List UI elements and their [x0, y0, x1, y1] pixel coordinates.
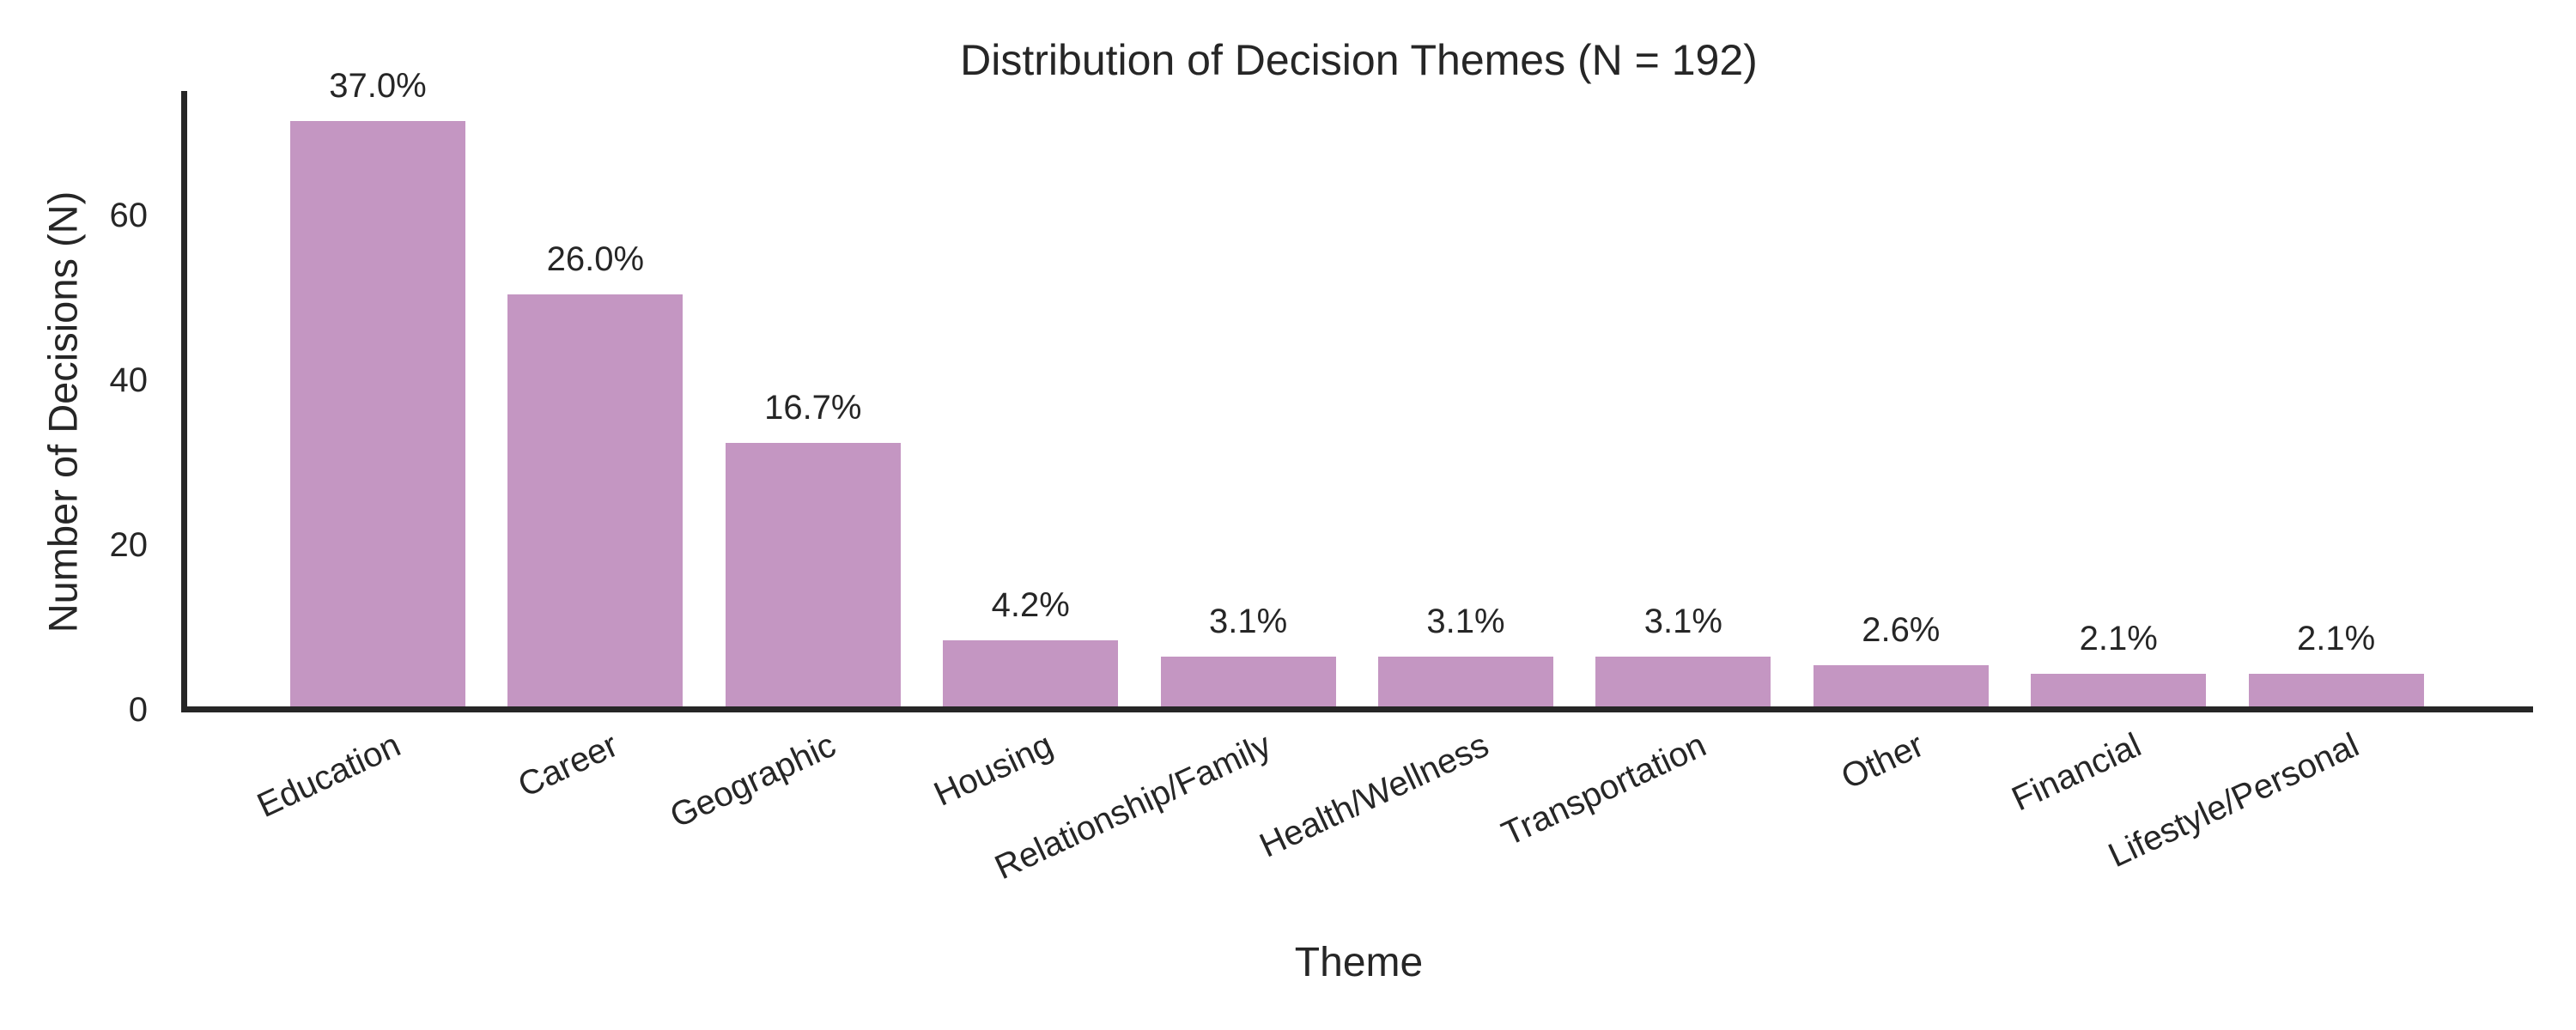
bar-value-label: 37.0% — [329, 67, 427, 105]
bar — [2031, 674, 2207, 706]
y-axis-line — [181, 91, 187, 712]
y-tick-label: 60 — [109, 197, 149, 234]
y-tick-label: 20 — [109, 526, 149, 564]
x-axis-line — [181, 706, 2533, 712]
bar — [1813, 665, 1989, 706]
x-tick-label: Career — [513, 725, 624, 805]
x-tick-label: Housing — [928, 725, 1060, 814]
bar — [2248, 674, 2424, 706]
bar-value-label: 3.1% — [1426, 603, 1505, 640]
x-tick-label: Other — [1835, 725, 1929, 797]
bar-value-label: 2.1% — [2297, 620, 2376, 657]
x-tick-label: Education — [252, 725, 407, 825]
x-tick-label: Transportation — [1496, 725, 1712, 854]
bar-value-label: 3.1% — [1209, 603, 1288, 640]
bar — [1595, 657, 1771, 706]
chart-title: Distribution of Decision Themes (N = 192… — [960, 36, 1758, 84]
x-tick-label: Health/Wellness — [1254, 725, 1495, 865]
y-axis-label: Number of Decisions (N) — [39, 191, 86, 633]
bar — [725, 443, 901, 706]
bar — [1160, 657, 1336, 706]
y-tick-label: 40 — [109, 361, 149, 399]
bar-value-label: 3.1% — [1643, 603, 1722, 640]
y-tick-label: 0 — [128, 691, 148, 729]
bar — [290, 121, 465, 706]
bar — [1378, 657, 1553, 706]
bar-value-label: 2.1% — [2079, 620, 2158, 657]
bar — [943, 640, 1119, 706]
bar-value-label: 4.2% — [991, 586, 1070, 624]
bar — [507, 294, 683, 706]
bar-value-label: 26.0% — [546, 240, 645, 278]
bar-value-label: 2.6% — [1862, 611, 1941, 649]
x-tick-label: Financial — [2006, 725, 2148, 819]
x-tick-label: Lifestyle/Personal — [2102, 725, 2365, 876]
bar-value-label: 16.7% — [764, 389, 862, 427]
x-axis-label: Theme — [1294, 940, 1424, 985]
x-tick-label: Geographic — [664, 725, 841, 836]
